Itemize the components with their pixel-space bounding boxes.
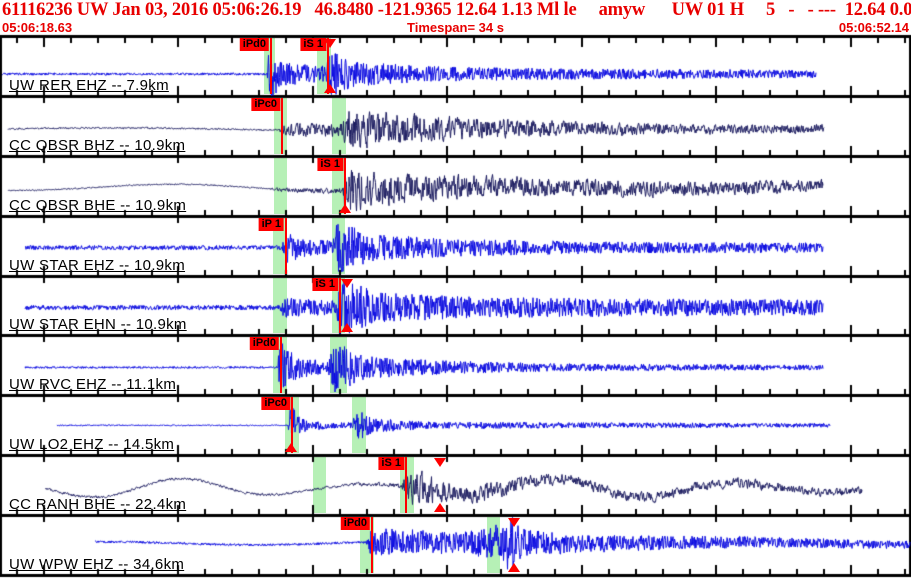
pick-flag[interactable]: iS 1	[300, 38, 326, 51]
arrival-marker[interactable]	[434, 503, 446, 513]
station-label: UW LO2 EHZ -- 14.5km	[9, 436, 175, 454]
arrival-marker[interactable]	[285, 443, 297, 453]
station-label: CC QBSR BHZ -- 10.9km	[9, 136, 186, 154]
pick-flag[interactable]: iS 1	[317, 157, 343, 171]
pick-flag[interactable]: iS 1	[312, 277, 338, 291]
pick-line[interactable]	[285, 217, 287, 274]
station-label: UW STAR EHZ -- 10.9km	[9, 256, 186, 274]
pick-flag[interactable]: iP 1	[258, 217, 284, 231]
pick-line[interactable]	[280, 337, 282, 394]
arrival-marker[interactable]	[434, 458, 446, 468]
station-label: UW STAR EHN -- 10.9km	[9, 316, 187, 334]
station-label: CC QBSR BHE -- 10.9km	[9, 196, 187, 214]
pick-flag[interactable]: iPd0	[249, 337, 279, 351]
arrival-marker[interactable]	[324, 39, 336, 48]
pick-line[interactable]	[281, 97, 283, 154]
pick-flag[interactable]: iPd0	[340, 517, 370, 531]
arrival-marker[interactable]	[508, 563, 520, 572]
arrival-marker[interactable]	[341, 278, 353, 288]
pick-flag[interactable]: iPc0	[251, 97, 280, 111]
arrival-marker[interactable]	[324, 83, 336, 93]
arrival-marker[interactable]	[339, 203, 351, 213]
pick-line[interactable]	[405, 457, 407, 514]
pick-line[interactable]	[371, 517, 373, 573]
station-label: UW RER EHZ -- 7.9km	[9, 76, 169, 94]
pick-line[interactable]	[270, 38, 272, 94]
station-label: CC RANH BHE -- 22.4km	[9, 496, 187, 514]
arrival-marker[interactable]	[508, 518, 520, 528]
station-label: UW WPW EHZ -- 34.6km	[9, 556, 185, 573]
pick-flag[interactable]: iPd0	[239, 38, 269, 51]
station-label: UW RVC EHZ -- 11.1km	[9, 376, 177, 394]
arrival-marker[interactable]	[341, 323, 353, 333]
pick-flag[interactable]: iS 1	[378, 457, 404, 471]
pick-flag[interactable]: iPc0	[261, 397, 290, 411]
